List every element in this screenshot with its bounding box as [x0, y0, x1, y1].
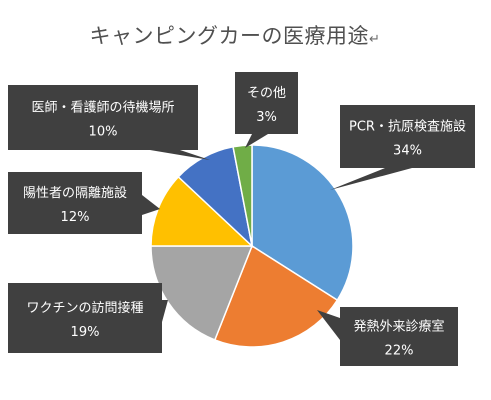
data-label-callout: 陽性者の隔離施設 12%: [8, 172, 160, 234]
pie-slice: [232, 144, 253, 247]
data-label-callout: PCR・抗原検査施設 34%: [330, 105, 475, 190]
callout-box: [340, 105, 475, 168]
pie-slices: [150, 144, 354, 348]
pie-callouts: PCR・抗原検査施設 34% 発熱外来診療室 22% ワクチンの訪問接種 19% 陽性者の隔…: [8, 72, 475, 366]
slice-value-label: 34%: [393, 144, 422, 159]
callout-box: [340, 307, 458, 366]
pie-slice: [150, 245, 254, 341]
slice-value-label: 19%: [71, 325, 100, 340]
callout-box: [8, 172, 142, 234]
slice-value-label: 10%: [89, 125, 118, 140]
slice-label: 医師・看護師の待機場所: [31, 100, 174, 116]
callout-pointer: [142, 195, 160, 215]
slice-value-label: 3%: [256, 110, 277, 125]
pie-slice: [213, 244, 339, 348]
callout-box: [8, 85, 198, 150]
slice-value-label: 12%: [61, 210, 90, 225]
data-label-callout: ワクチンの訪問接種 19%: [8, 283, 168, 353]
slice-value-label: 22%: [385, 344, 414, 359]
chart-title-text: キャンピングカーの医療用途: [89, 24, 370, 48]
data-label-callout: 発熱外来診療室 22%: [317, 307, 458, 366]
callout-pointer: [162, 300, 168, 322]
callout-box: [235, 72, 298, 134]
callout-pointer: [317, 310, 340, 340]
slice-label: ワクチンの訪問接種: [26, 300, 143, 316]
return-arrow-icon: ↵: [369, 32, 381, 47]
data-label-callout: 医師・看護師の待機場所 10%: [8, 85, 210, 160]
slice-label: 陽性者の隔離施設: [23, 185, 127, 201]
chart-title: キャンピングカーの医療用途↵: [0, 20, 470, 50]
callout-pointer: [245, 134, 268, 148]
slice-label: その他: [247, 86, 286, 101]
data-label-callout: その他 3%: [235, 72, 298, 148]
slice-label: PCR・抗原検査施設: [349, 119, 466, 135]
callout-pointer: [150, 150, 210, 160]
slice-label: 発熱外来診療室: [353, 319, 444, 335]
callout-box: [8, 283, 162, 353]
callout-pointer: [330, 168, 412, 190]
